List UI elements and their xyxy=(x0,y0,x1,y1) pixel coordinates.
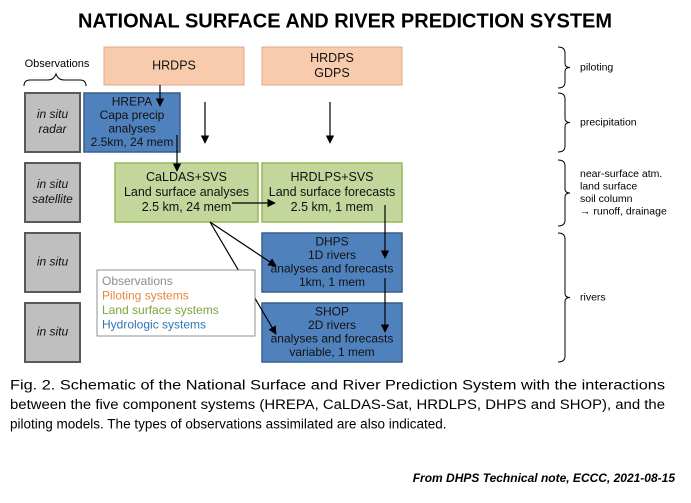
box-text: GDPS xyxy=(314,66,349,80)
box-text: in situ xyxy=(37,325,69,339)
bracket-label: soil column xyxy=(580,193,633,205)
title: NATIONAL SURFACE AND RIVER PREDICTION SY… xyxy=(78,10,612,32)
box xyxy=(103,46,245,86)
bracket-label: → runoff, drainage xyxy=(580,206,667,218)
bracket-label: rivers xyxy=(580,291,606,303)
caption-line: Fig. 2. Schematic of the National Surfac… xyxy=(10,378,665,393)
source: From DHPS Technical note, ECCC, 2021-08-… xyxy=(413,471,676,485)
arrow xyxy=(209,221,277,267)
box-text: Capa precip xyxy=(100,108,165,122)
box-text: 1D rivers xyxy=(308,248,356,262)
box-text: HREPA xyxy=(112,94,152,108)
box-text: 2D rivers xyxy=(308,318,356,332)
box xyxy=(261,46,403,86)
box-text: in situ xyxy=(37,255,69,269)
observations-label: Observations xyxy=(25,58,90,70)
box xyxy=(24,162,81,223)
box xyxy=(261,302,403,363)
bracket-label: near-surface atm. xyxy=(580,168,662,180)
caption-line: between the five component systems (HREP… xyxy=(10,397,665,412)
observations-brace xyxy=(23,72,87,87)
box-text: 2.5km, 24 mem xyxy=(91,135,174,149)
box-text: 2.5 km, 1 mem xyxy=(291,200,374,214)
legend-box xyxy=(96,269,256,337)
box-text: analyses xyxy=(108,121,155,135)
box-text: SHOP xyxy=(315,304,349,318)
legend-entry: Hydrologic systems xyxy=(102,318,206,332)
box-text: CaLDAS+SVS xyxy=(146,170,227,184)
bracket-label: precipitation xyxy=(580,116,637,128)
bracket xyxy=(557,232,571,363)
box-text: variable, 1 mem xyxy=(289,345,374,359)
box-text: radar xyxy=(38,122,67,136)
box xyxy=(24,302,81,363)
box xyxy=(114,162,259,223)
box xyxy=(261,232,403,293)
bracket-label: piloting xyxy=(580,61,613,73)
caption: Fig. 2. Schematic of the National Surfac… xyxy=(10,378,665,432)
box-text: 2.5 km, 24 mem xyxy=(142,200,232,214)
bracket-label: land surface xyxy=(580,181,637,193)
caption-line: piloting models. The types of observatio… xyxy=(10,417,447,432)
box-text: in situ xyxy=(37,177,69,191)
box-text: HRDPS xyxy=(310,51,354,65)
box-text: 1km, 1 mem xyxy=(299,275,365,289)
box-text: satellite xyxy=(32,192,73,206)
legend-entry: Land surface systems xyxy=(102,303,219,317)
box xyxy=(24,92,81,153)
brackets: piloting precipitation near-surface atm.la… xyxy=(557,46,667,363)
box-text: HRDPS xyxy=(152,58,196,72)
box-text: Land surface forecasts xyxy=(269,185,395,199)
bracket xyxy=(557,46,571,89)
box-text: analyses and forecasts xyxy=(271,331,394,345)
bracket xyxy=(557,92,571,153)
bracket xyxy=(557,159,571,227)
box-text: HRDLPS+SVS xyxy=(290,170,373,184)
box xyxy=(261,162,403,223)
box-text: DHPS xyxy=(315,234,348,248)
box xyxy=(24,232,81,293)
box-text: in situ xyxy=(37,107,69,121)
legend-entry: Observations xyxy=(102,274,173,288)
box-text: Land surface analyses xyxy=(124,185,249,199)
legend-entry: Piloting systems xyxy=(102,289,189,303)
box-text: analyses and forecasts xyxy=(271,261,394,275)
